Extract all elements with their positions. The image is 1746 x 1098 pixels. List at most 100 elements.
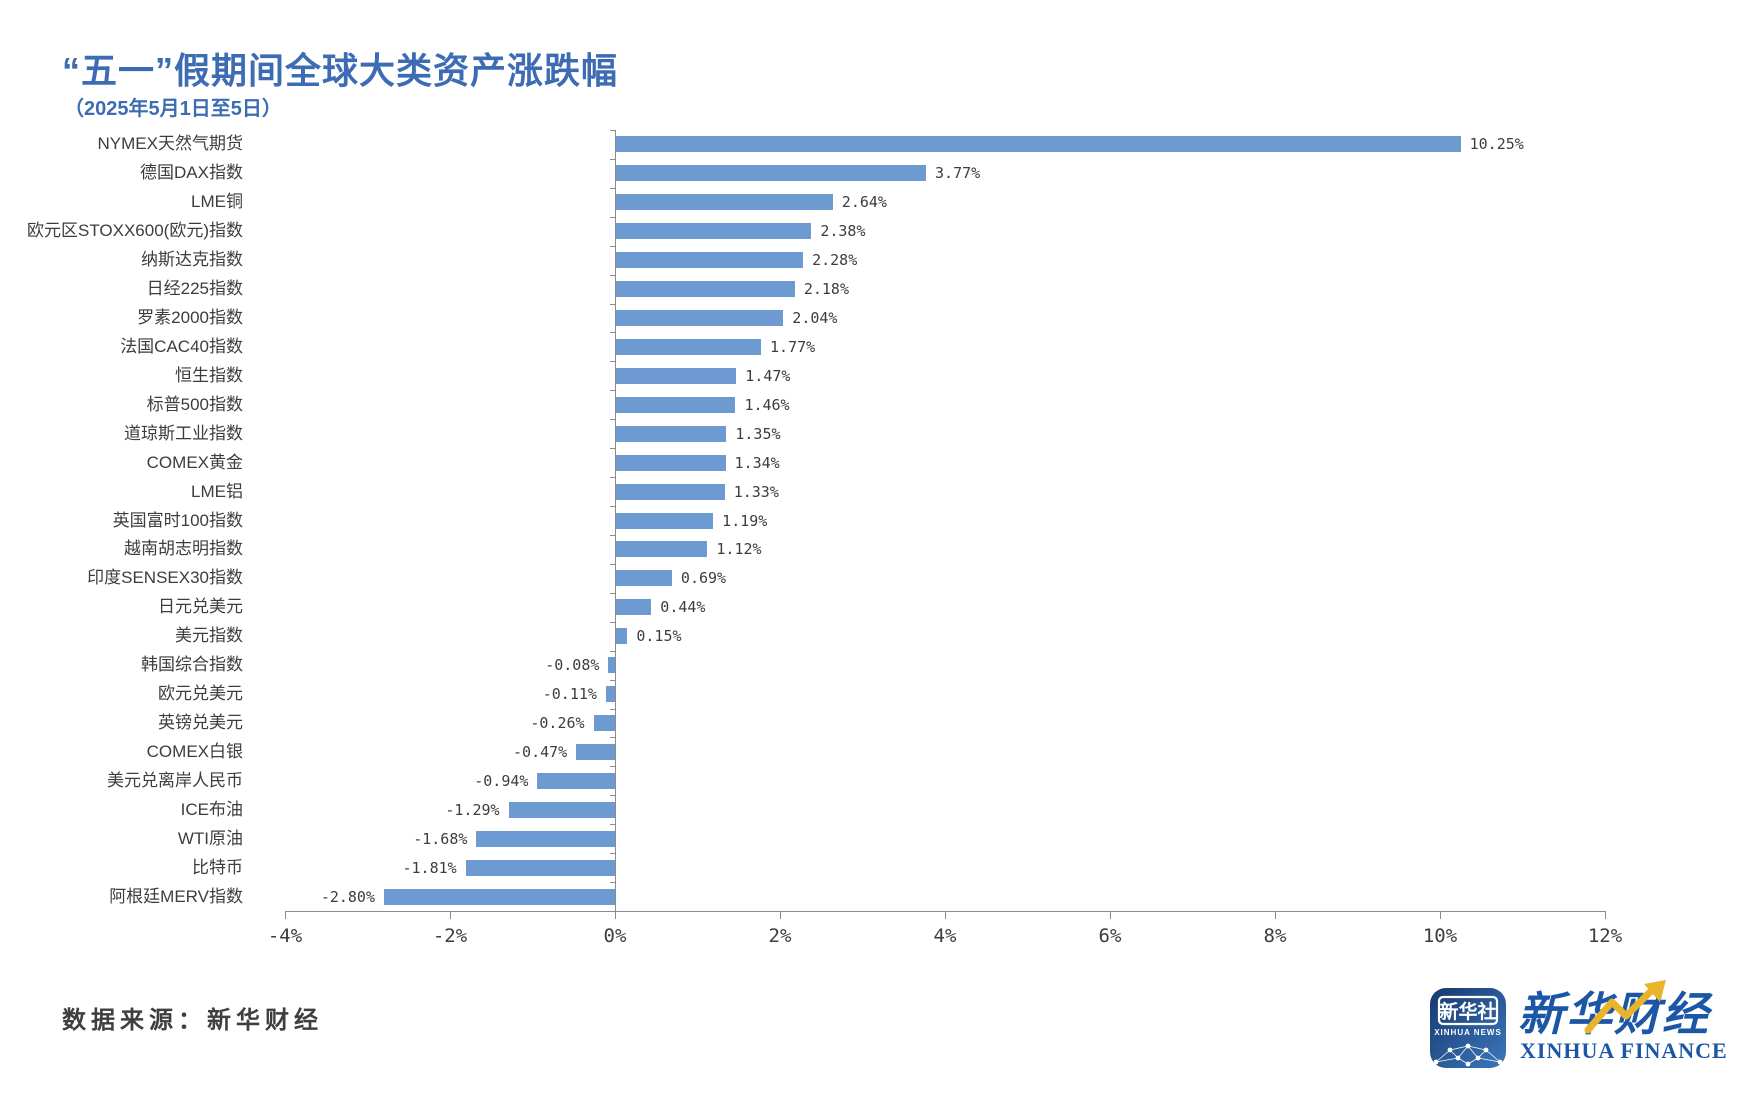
bar-value-label: 10.25% <box>1469 135 1524 154</box>
y-axis-tick <box>610 621 615 623</box>
bar <box>615 338 762 355</box>
x-axis-tick-label: 12% <box>1587 925 1623 947</box>
x-axis-tick <box>780 911 781 919</box>
x-axis-tick <box>1275 911 1276 919</box>
y-axis-tick <box>610 506 615 508</box>
category-label: COMEX白银 <box>146 741 243 761</box>
bar-value-label: 1.33% <box>733 482 779 501</box>
category-label: 美元指数 <box>175 626 243 646</box>
y-axis-tick <box>610 708 615 710</box>
y-axis-tick <box>610 650 615 652</box>
category-label: LME铜 <box>191 192 243 212</box>
category-label: 印度SENSEX30指数 <box>87 568 243 588</box>
chart-title: “五一”假期间全球大类资产涨跌幅 <box>62 50 619 91</box>
y-axis-tick <box>610 361 615 363</box>
bar <box>508 801 615 818</box>
bar <box>615 570 672 587</box>
gold-trend-arrow-icon <box>1584 980 1666 1034</box>
y-axis-tick <box>610 795 615 797</box>
x-axis-tick <box>615 911 616 919</box>
bar <box>384 888 615 905</box>
icon-network-globe <box>1433 1043 1503 1067</box>
category-label: 欧元兑美元 <box>158 684 243 704</box>
bar-value-label: 1.77% <box>770 337 816 356</box>
category-label: 法国CAC40指数 <box>120 336 243 356</box>
y-axis-tick <box>610 534 615 536</box>
y-axis-tick <box>610 592 615 594</box>
y-axis-tick <box>610 390 615 392</box>
x-axis-tick <box>1110 911 1111 919</box>
xinhua-news-app-icon: 新华社 XINHUA NEWS <box>1430 988 1506 1068</box>
x-axis-tick <box>450 911 451 919</box>
bar <box>615 512 714 529</box>
bar-value-label: 1.12% <box>716 540 762 559</box>
bar <box>605 686 615 703</box>
bar-value-label: 2.04% <box>792 309 838 328</box>
bar <box>615 454 726 471</box>
bar <box>615 136 1461 153</box>
x-axis-tick <box>285 911 286 919</box>
category-label: LME铝 <box>191 481 243 501</box>
data-source-note: 数据来源：新华财经 <box>62 1008 323 1034</box>
bar-value-label: -0.26% <box>530 713 585 732</box>
x-axis-tick-label: -4% <box>267 925 303 947</box>
category-label: 越南胡志明指数 <box>124 539 243 559</box>
category-label: 英国富时100指数 <box>112 510 243 530</box>
y-axis-tick <box>610 563 615 565</box>
x-axis-tick-label: 0% <box>603 925 627 947</box>
y-axis-tick <box>610 187 615 189</box>
icon-cn-text: 新华社 <box>1439 1000 1496 1023</box>
bar <box>537 772 615 789</box>
x-axis-tick-label: 10% <box>1422 925 1458 947</box>
bar-value-label: -1.29% <box>445 800 500 819</box>
bar-value-label: -1.81% <box>402 858 457 877</box>
bar-value-label: -0.47% <box>513 742 568 761</box>
bar <box>615 223 812 240</box>
bar-value-label: 1.46% <box>744 395 790 414</box>
bar-value-label: 2.18% <box>803 280 849 299</box>
bar <box>615 194 833 211</box>
bar-value-label: -0.11% <box>542 685 597 704</box>
bar-value-label: 2.64% <box>841 193 887 212</box>
category-label: 道琼斯工业指数 <box>124 423 243 443</box>
category-label: 阿根廷MERV指数 <box>109 886 243 906</box>
bar <box>608 657 615 674</box>
y-axis-tick <box>610 766 615 768</box>
icon-en-text: XINHUA NEWS <box>1434 1028 1502 1037</box>
category-label: 欧元区STOXX600(欧元)指数 <box>26 221 243 241</box>
bar-value-label: -0.94% <box>474 771 529 790</box>
y-axis-tick <box>610 274 615 276</box>
bar-value-label: 0.44% <box>660 598 706 617</box>
y-axis-zero-line <box>615 130 616 911</box>
category-label: WTI原油 <box>177 828 243 848</box>
x-axis-tick-label: 4% <box>933 925 957 947</box>
bar-value-label: -0.08% <box>545 656 600 675</box>
xinhua-finance-wordmark-en: XINHUA FINANCE <box>1520 1038 1728 1063</box>
y-axis-tick <box>610 245 615 247</box>
branding-block: 新华社 XINHUA NEWS 新华财经 XINHUA FINANCE <box>1430 980 1727 1076</box>
bar <box>476 830 615 847</box>
bar-value-label: 1.34% <box>734 453 780 472</box>
bar <box>615 628 628 645</box>
y-axis-tick <box>610 679 615 681</box>
y-axis-tick <box>610 737 615 739</box>
bar <box>615 281 795 298</box>
bar <box>615 541 708 558</box>
bar-value-label: 0.69% <box>680 569 727 588</box>
bar <box>615 396 736 413</box>
category-label: 日经225指数 <box>146 279 243 299</box>
category-label: 美元兑离岸人民币 <box>107 770 243 790</box>
x-axis-tick-label: 2% <box>768 925 792 947</box>
bar-value-label: 1.47% <box>745 366 791 385</box>
bar <box>615 252 804 269</box>
bar <box>576 743 615 760</box>
bar-value-label: 0.15% <box>636 627 682 646</box>
category-label: ICE布油 <box>180 799 243 819</box>
y-axis-tick <box>610 216 615 218</box>
y-axis-tick <box>610 419 615 421</box>
category-label: 比特币 <box>192 857 243 877</box>
x-axis-tick <box>945 911 946 919</box>
category-label: 纳斯达克指数 <box>141 250 243 270</box>
